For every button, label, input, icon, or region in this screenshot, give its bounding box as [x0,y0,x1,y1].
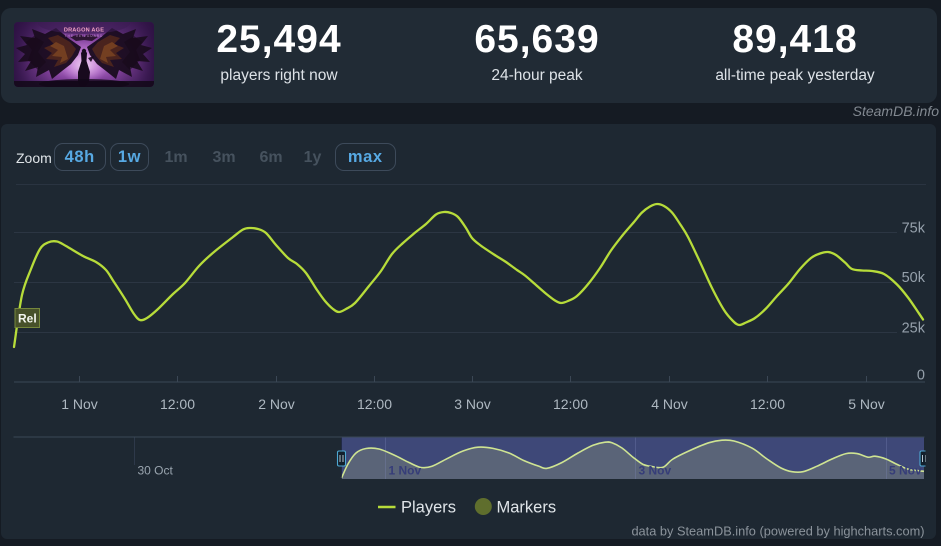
svg-text:1 Nov: 1 Nov [389,464,422,478]
svg-text:DRAGON AGE: DRAGON AGE [64,28,104,34]
svg-text:5 Nov: 5 Nov [848,396,885,412]
svg-text:12:00: 12:00 [357,396,392,412]
svg-text:25k: 25k [902,321,926,337]
svg-text:1 Nov: 1 Nov [61,396,98,412]
svg-text:75k: 75k [902,221,926,237]
svg-text:3 Nov: 3 Nov [454,396,491,412]
svg-text:2 Nov: 2 Nov [258,396,295,412]
svg-text:12:00: 12:00 [750,396,785,412]
svg-text:0: 0 [917,368,925,384]
svg-text:Markers: Markers [497,499,557,517]
svg-text:4 Nov: 4 Nov [651,396,688,412]
svg-text:5 Nov: 5 Nov [889,464,922,478]
svg-text:Rel: Rel [18,312,37,326]
svg-text:30 Oct: 30 Oct [138,464,174,478]
svg-text:12:00: 12:00 [160,396,195,412]
svg-text:Players: Players [401,499,456,517]
svg-text:12:00: 12:00 [553,396,588,412]
svg-text:50k: 50k [902,270,926,286]
svg-text:THE VEILGUARD: THE VEILGUARD [65,34,104,38]
svg-text:data by SteamDB.info (powered: data by SteamDB.info (powered by highcha… [631,524,924,539]
svg-text:3 Nov: 3 Nov [639,464,672,478]
